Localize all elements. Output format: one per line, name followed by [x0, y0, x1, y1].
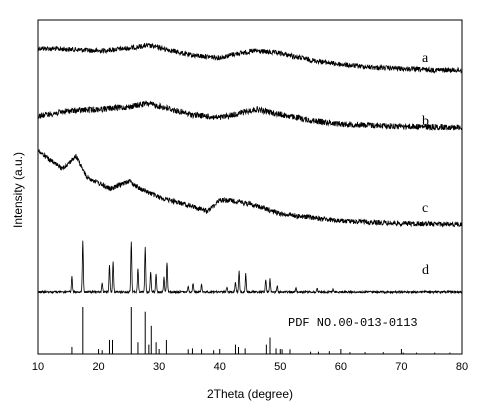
series-label: c	[422, 201, 428, 216]
series-curve-a	[37, 42, 463, 74]
series-curve-c	[37, 148, 463, 228]
x-tick-label: 20	[92, 361, 104, 373]
x-tick-label: 10	[32, 361, 44, 373]
x-tick-label: 30	[153, 361, 165, 373]
series-label: b	[422, 114, 429, 129]
series-label: d	[422, 263, 429, 278]
series-label: a	[422, 51, 429, 66]
x-axis-label: 2Theta (degree)	[207, 387, 293, 401]
series-curve-d	[37, 240, 463, 295]
series-curve-b	[37, 100, 463, 131]
x-tick-label: 80	[456, 361, 468, 373]
x-tick-label: 60	[335, 361, 347, 373]
x-tick-label: 40	[214, 361, 226, 373]
diffraction-curves	[37, 42, 463, 354]
curve-labels: a b c d PDF NO.00-013-0113	[288, 51, 429, 330]
plot-frame	[37, 19, 463, 355]
x-axis-ticks: 10 20 30 40 50 60 70 80	[32, 349, 468, 373]
series-label: PDF NO.00-013-0113	[288, 316, 418, 330]
x-tick-label: 70	[395, 361, 407, 373]
x-tick-label: 50	[274, 361, 286, 373]
y-axis-label: Intensity (a.u.)	[11, 152, 25, 228]
